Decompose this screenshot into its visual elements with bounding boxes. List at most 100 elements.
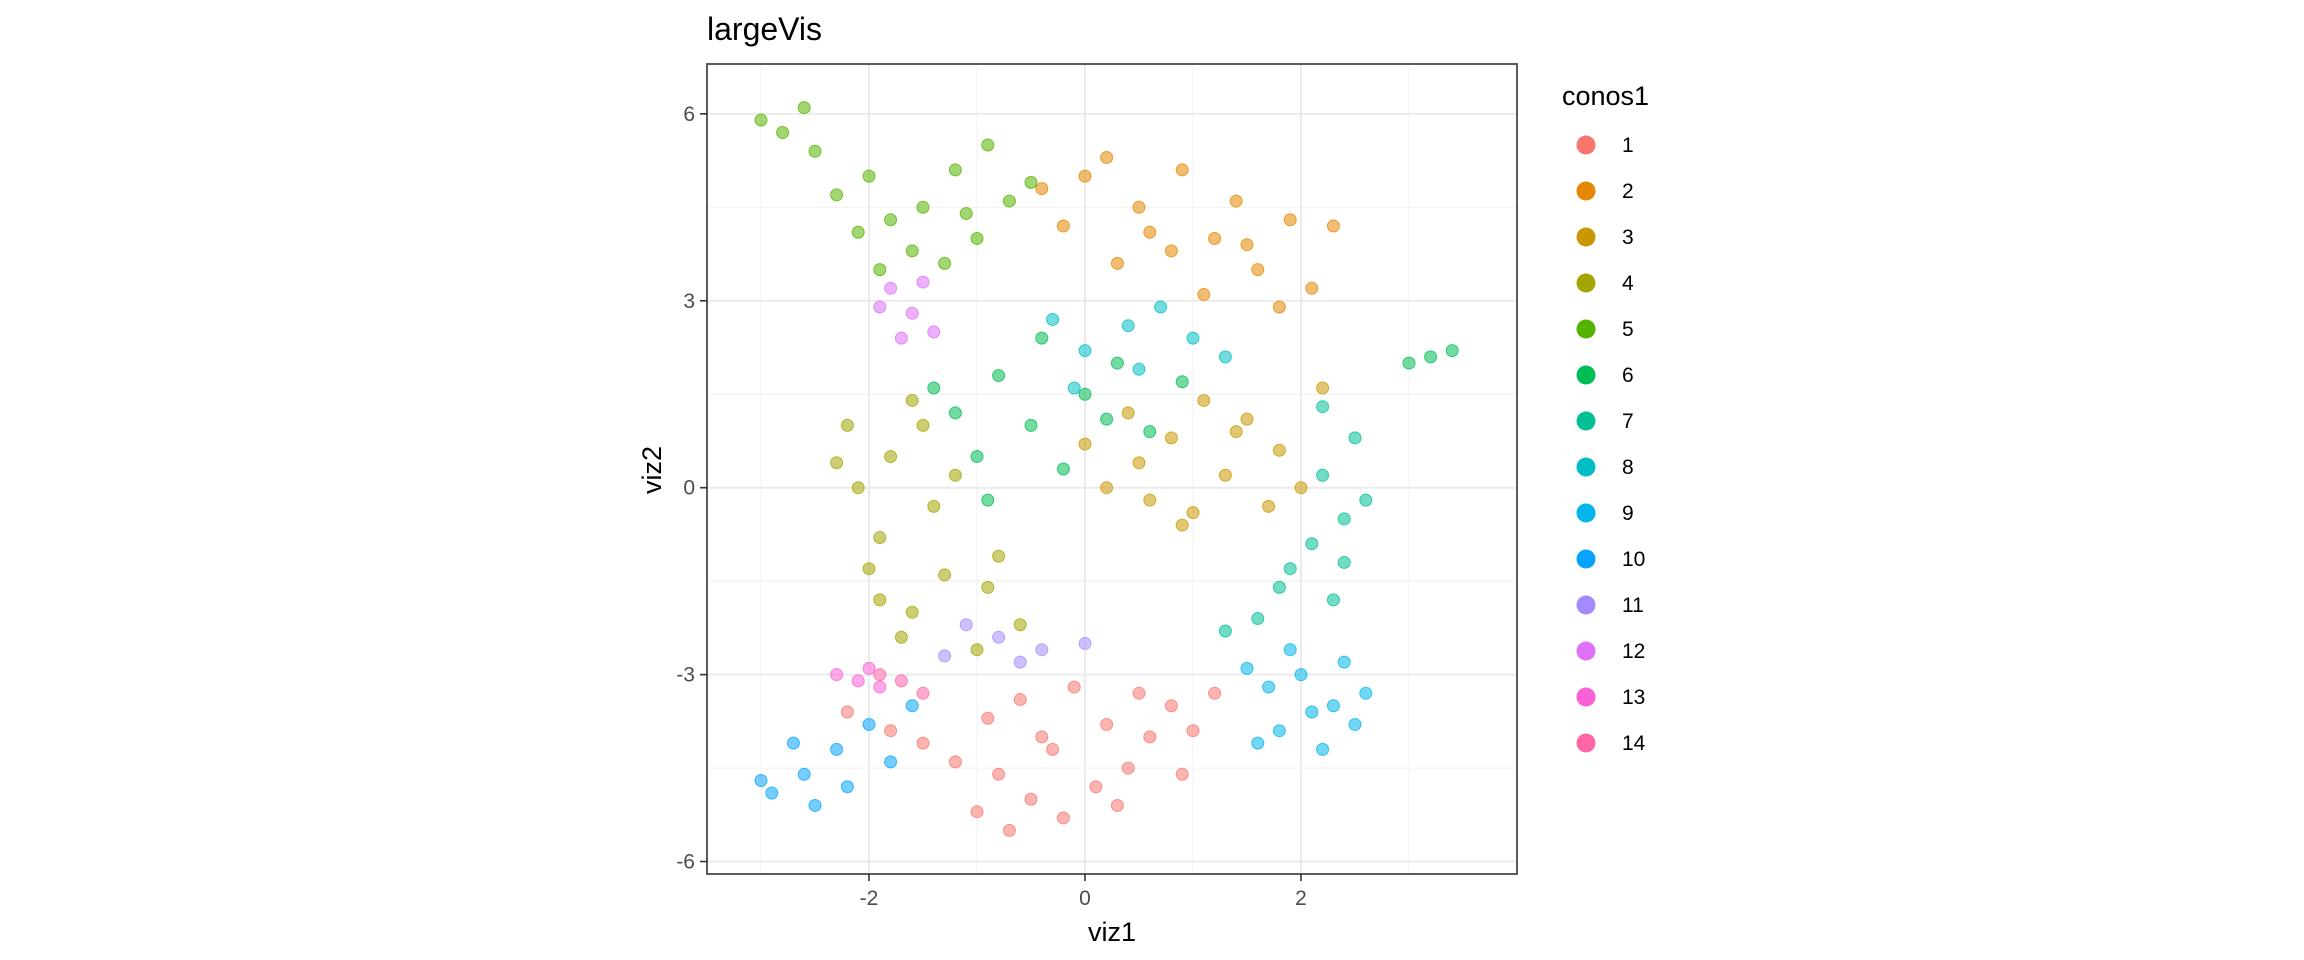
data-point [1175, 375, 1189, 389]
data-point [938, 568, 952, 582]
data-point [1024, 418, 1038, 432]
y-tick-label: 3 [683, 290, 695, 313]
legend-key [1576, 135, 1596, 155]
data-point [1100, 412, 1114, 426]
legend-label: 6 [1622, 364, 1634, 387]
series-14 [873, 668, 930, 700]
legend-entry: 11 [1576, 594, 1644, 617]
legend-label: 5 [1622, 318, 1634, 341]
data-point [1294, 481, 1308, 495]
data-point [1035, 331, 1049, 345]
data-point [1078, 344, 1092, 358]
data-point [830, 456, 844, 470]
data-point [948, 468, 962, 482]
data-point [1283, 562, 1297, 576]
data-point [894, 630, 908, 644]
series-2 [1035, 150, 1340, 314]
data-point [1035, 730, 1049, 744]
data-point [873, 593, 887, 607]
data-point [1067, 680, 1081, 694]
data-point [970, 643, 984, 657]
data-point [1305, 705, 1319, 719]
legend-key [1576, 641, 1596, 661]
data-point [1046, 312, 1060, 326]
data-point [905, 605, 919, 619]
legend-label: 1 [1622, 134, 1634, 157]
data-point [1337, 512, 1351, 526]
y-axis-title: viz2 [637, 446, 667, 494]
data-point [927, 499, 941, 513]
data-point [830, 668, 844, 682]
data-point [1208, 231, 1222, 245]
legend-entry: 6 [1576, 364, 1634, 387]
data-point [1272, 443, 1286, 457]
data-point [1337, 655, 1351, 669]
data-point [851, 481, 865, 495]
data-point [938, 649, 952, 663]
legend-label: 11 [1622, 594, 1644, 617]
legend-key [1576, 273, 1596, 293]
data-point [1337, 555, 1351, 569]
data-point [873, 263, 887, 277]
legend-label: 12 [1622, 640, 1645, 663]
data-point [1143, 730, 1157, 744]
data-point [1024, 175, 1038, 189]
data-point [786, 736, 800, 750]
data-point [1197, 288, 1211, 302]
data-point [948, 163, 962, 177]
data-point [1056, 811, 1070, 825]
data-point [1110, 798, 1124, 812]
series-7 [1218, 400, 1373, 638]
data-point [1175, 767, 1189, 781]
data-point [1326, 699, 1340, 713]
data-point [1251, 612, 1265, 626]
legend-key [1576, 549, 1596, 569]
data-point [862, 169, 876, 183]
data-point [1186, 724, 1200, 738]
data-point [916, 275, 930, 289]
legend-entry: 12 [1576, 640, 1645, 663]
data-point [970, 231, 984, 245]
data-point [1110, 256, 1124, 270]
data-point [1326, 219, 1340, 233]
legend-entry: 1 [1576, 134, 1634, 157]
legend-label: 2 [1622, 180, 1634, 203]
data-point [1348, 431, 1362, 445]
data-point [1251, 736, 1265, 750]
legend-key [1576, 365, 1596, 385]
data-point [916, 418, 930, 432]
data-point [1251, 263, 1265, 277]
legend-key [1576, 319, 1596, 339]
data-point [905, 244, 919, 258]
data-point [992, 630, 1006, 644]
data-point [1143, 225, 1157, 239]
data-point [1132, 362, 1146, 376]
data-point [948, 406, 962, 420]
plot-title: largeVis [707, 11, 822, 47]
legend-entry: 4 [1576, 272, 1634, 295]
y-tick-label: -6 [676, 851, 695, 874]
data-point [1272, 580, 1286, 594]
data-point [1240, 661, 1254, 675]
data-point [1283, 643, 1297, 657]
data-point [992, 549, 1006, 563]
legend-entry: 14 [1576, 732, 1646, 755]
series-10 [754, 699, 919, 812]
series-12 [873, 275, 941, 345]
data-point [754, 113, 768, 127]
data-point [1121, 406, 1135, 420]
y-tick-label: 0 [683, 477, 695, 500]
data-point [1132, 200, 1146, 214]
data-point [1305, 281, 1319, 295]
data-point [1218, 624, 1232, 638]
data-point [830, 188, 844, 202]
data-point [1056, 462, 1070, 476]
legend-entry: 10 [1576, 548, 1645, 571]
data-point [754, 774, 768, 788]
legend-label: 7 [1622, 410, 1634, 433]
data-point [1035, 643, 1049, 657]
legend-key [1576, 733, 1596, 753]
data-point [1100, 150, 1114, 164]
